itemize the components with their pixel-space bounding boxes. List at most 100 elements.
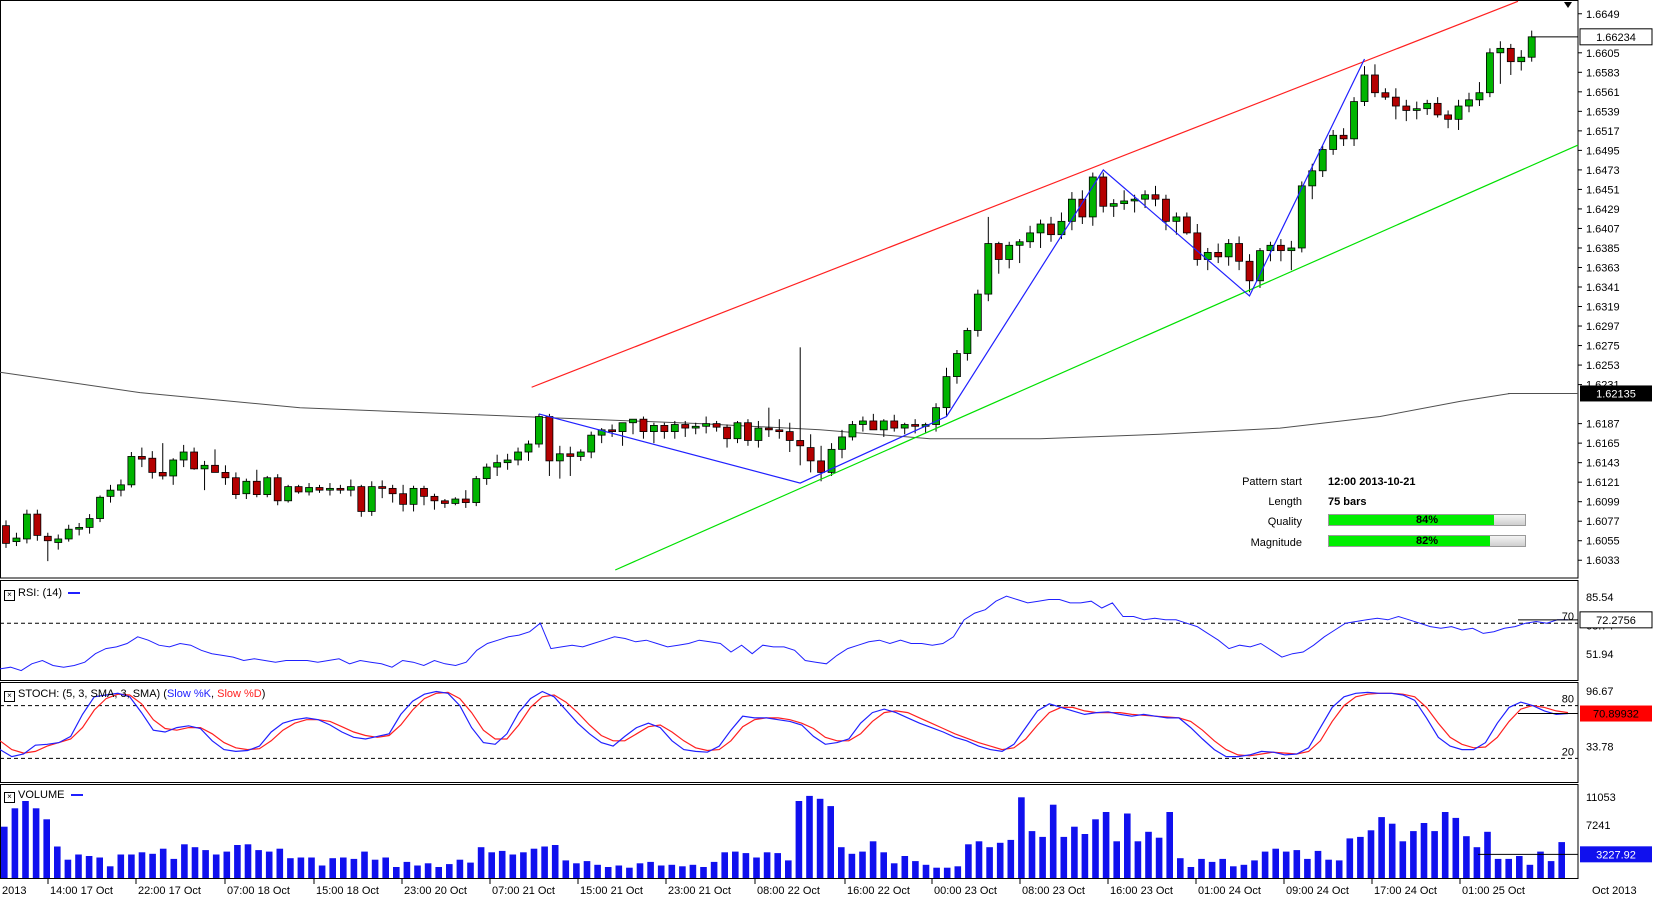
candle bbox=[1444, 110, 1452, 129]
candle-body bbox=[252, 480, 261, 495]
close-icon[interactable]: × bbox=[4, 792, 15, 803]
candle-body bbox=[587, 434, 596, 453]
candle bbox=[169, 458, 178, 485]
time-label: 17:00 24 Oct bbox=[1374, 885, 1437, 897]
candle bbox=[1172, 212, 1181, 235]
candle bbox=[179, 444, 188, 468]
volume-bar bbox=[223, 851, 231, 878]
candle-body bbox=[1486, 52, 1494, 94]
rsi-label-text: RSI: (14) bbox=[18, 587, 63, 599]
volume-bar bbox=[1367, 830, 1375, 878]
candle-body bbox=[1047, 223, 1055, 236]
price-label: 1.6517 bbox=[1586, 126, 1620, 138]
candle bbox=[827, 443, 836, 476]
candle bbox=[514, 447, 522, 466]
close-icon[interactable]: × bbox=[4, 691, 15, 702]
volume-bar bbox=[1473, 847, 1481, 878]
candle bbox=[702, 416, 711, 434]
rsi-line bbox=[0, 595, 1568, 672]
candle-body bbox=[127, 456, 136, 486]
candle bbox=[1454, 99, 1463, 130]
candle-body bbox=[900, 424, 909, 429]
candle-body bbox=[994, 243, 1003, 260]
zigzag-line bbox=[538, 58, 1366, 484]
candle-body bbox=[1026, 232, 1034, 243]
volume-current-value: 3227.92 bbox=[1596, 849, 1636, 861]
price-label: 1.6077 bbox=[1586, 516, 1620, 528]
volume-bar bbox=[1325, 859, 1332, 878]
candle-body bbox=[1036, 223, 1045, 234]
candle-body bbox=[932, 407, 940, 425]
price-label: 1.6099 bbox=[1586, 497, 1620, 509]
candle-body bbox=[399, 493, 408, 505]
candle bbox=[399, 484, 408, 512]
candle-body bbox=[984, 243, 993, 295]
candle bbox=[984, 216, 993, 302]
volume-bar bbox=[212, 854, 220, 878]
volume-panel-frame bbox=[0, 784, 1579, 879]
candle-body bbox=[827, 448, 836, 473]
candle-body bbox=[733, 422, 742, 440]
time-label: 00:00 23 Oct bbox=[934, 885, 997, 897]
volume-bar bbox=[488, 852, 495, 878]
candle bbox=[252, 469, 261, 498]
candle bbox=[1277, 239, 1285, 262]
candle bbox=[1308, 163, 1317, 200]
current-price-box bbox=[1579, 28, 1653, 46]
volume-bar bbox=[32, 808, 40, 878]
volume-bar bbox=[64, 859, 72, 878]
volume-bar bbox=[679, 866, 686, 878]
volume-bar bbox=[318, 865, 326, 878]
stoch-panel: 96.67 33.78 80 20 70.89932 bbox=[0, 686, 1652, 759]
volume-bar bbox=[785, 860, 792, 878]
ma-price-box bbox=[1580, 385, 1652, 402]
candle bbox=[712, 420, 721, 432]
candle bbox=[357, 484, 366, 517]
candle bbox=[1412, 101, 1421, 120]
volume-bar bbox=[85, 856, 93, 878]
volume-bar bbox=[763, 852, 771, 878]
price-label: 1.6297 bbox=[1586, 321, 1620, 333]
volume-bar bbox=[424, 863, 432, 878]
candle bbox=[817, 445, 825, 482]
candle bbox=[1214, 243, 1223, 264]
candle bbox=[127, 452, 136, 488]
candle-body bbox=[211, 464, 219, 473]
price-label: 1.6407 bbox=[1586, 223, 1620, 235]
candle bbox=[420, 485, 428, 506]
price-label: 1.6429 bbox=[1586, 204, 1620, 216]
time-label: 15:00 21 Oct bbox=[580, 885, 643, 897]
time-label: 08:00 22 Oct bbox=[757, 885, 820, 897]
volume-bar bbox=[202, 850, 209, 878]
stoch-k-label: Slow %K bbox=[166, 688, 211, 700]
volume-bar bbox=[106, 866, 114, 878]
volume-bar bbox=[1314, 850, 1322, 878]
volume-label: × VOLUME bbox=[4, 789, 83, 803]
volume-bar bbox=[1113, 841, 1120, 878]
volume-bar bbox=[922, 864, 930, 878]
length-label: Length bbox=[1268, 496, 1302, 508]
candle-body bbox=[1287, 247, 1296, 252]
stoch-level-label: 20 bbox=[1562, 746, 1574, 758]
volume-bar bbox=[1304, 858, 1311, 878]
candle-body bbox=[1360, 74, 1369, 102]
candle bbox=[1287, 240, 1296, 271]
price-label: 1.6495 bbox=[1586, 145, 1620, 157]
candle-body bbox=[1099, 176, 1108, 207]
candle-body bbox=[1433, 102, 1442, 116]
candle bbox=[994, 241, 1003, 274]
volume-bar bbox=[1081, 834, 1089, 878]
candle-body bbox=[22, 513, 31, 540]
candle-body bbox=[1266, 244, 1275, 252]
candle bbox=[346, 479, 355, 497]
price-label: 1.6561 bbox=[1586, 87, 1620, 99]
candle bbox=[691, 422, 700, 435]
stoch-axis-label: 33.78 bbox=[1586, 741, 1614, 753]
price-label: 1.6319 bbox=[1586, 302, 1620, 314]
volume-bar bbox=[1346, 838, 1354, 878]
volume-bar bbox=[181, 844, 188, 878]
candle bbox=[1527, 30, 1536, 62]
close-icon[interactable]: × bbox=[4, 590, 15, 601]
volume-bar bbox=[753, 857, 760, 878]
resistance-line bbox=[531, 0, 1519, 388]
